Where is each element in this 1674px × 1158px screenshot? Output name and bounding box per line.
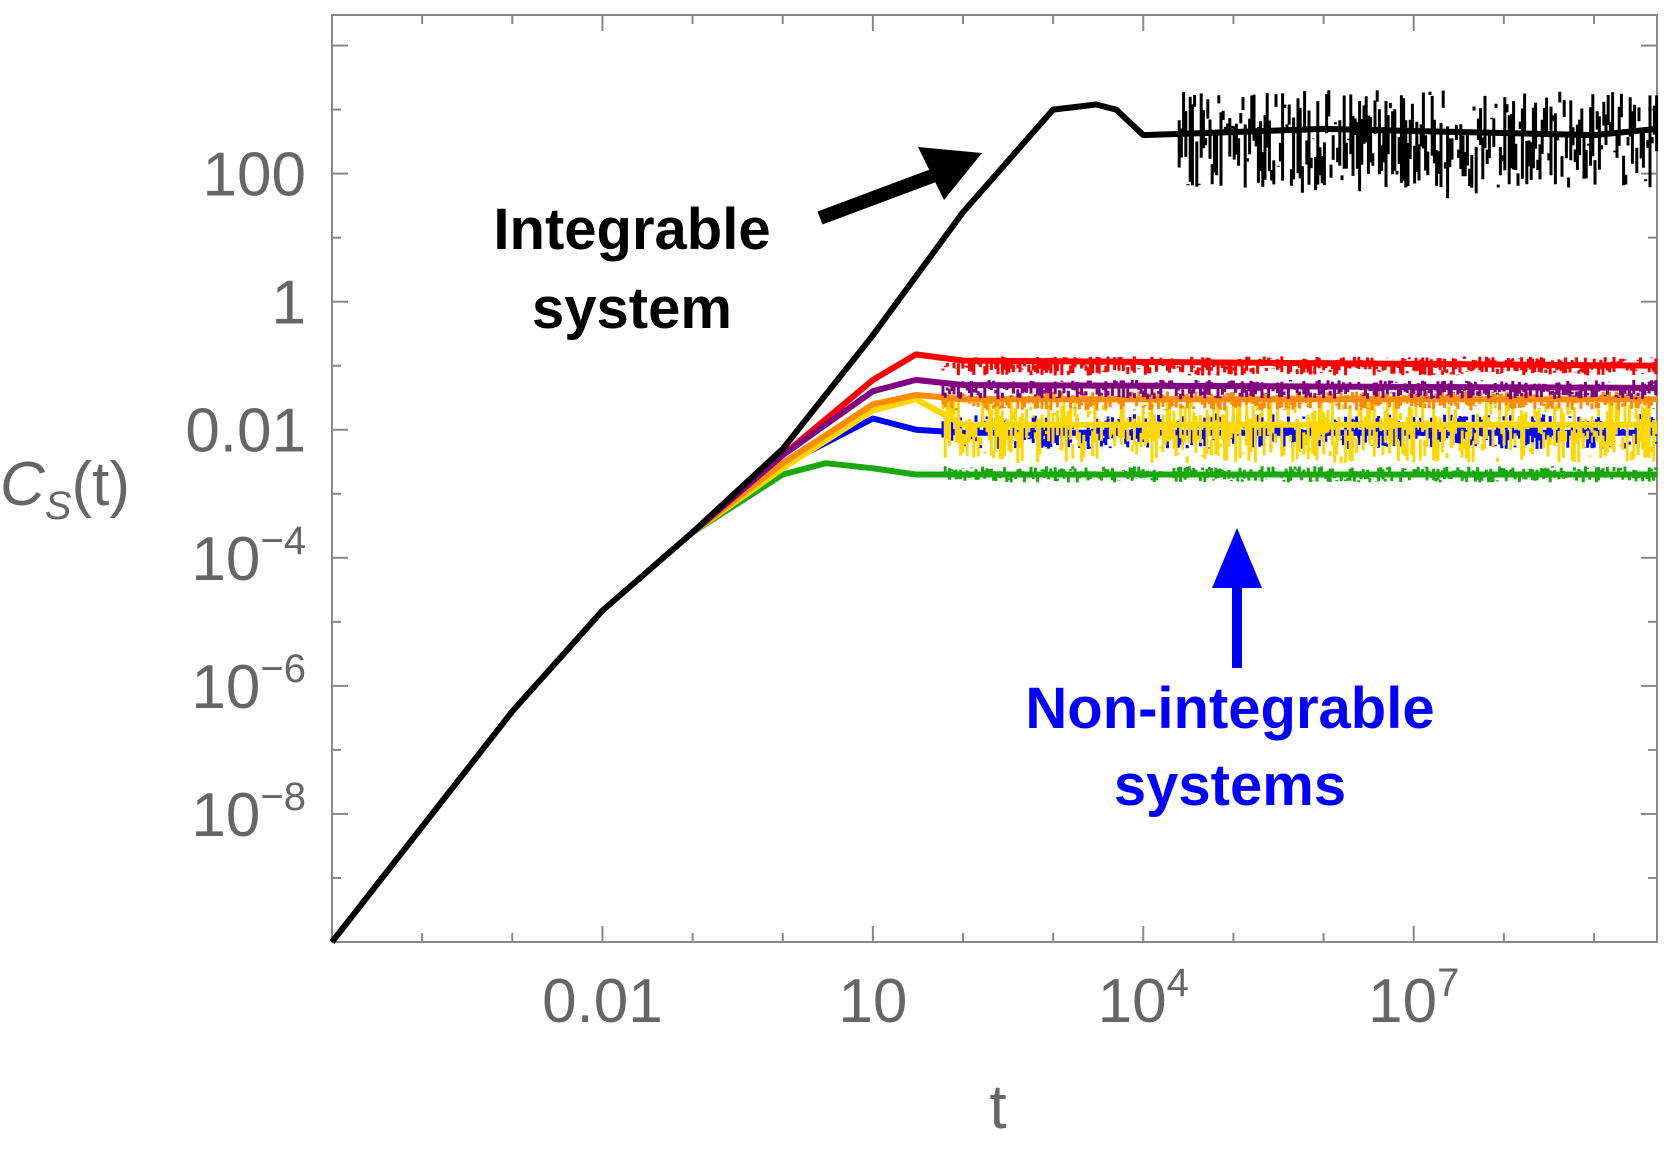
- annotation-non-integrable-line1: Non-integrable: [1025, 676, 1434, 741]
- annotation-non-integrable: Non-integrable systems: [1025, 528, 1435, 818]
- arrow-integrable-head: [918, 147, 982, 200]
- y-tick-label: 0.01: [185, 397, 306, 466]
- annotation-non-integrable-line2: systems: [1114, 753, 1346, 818]
- y-tick-label: 100: [203, 141, 306, 210]
- series-noise: [941, 380, 1658, 400]
- y-axis-label-sub: S: [45, 484, 72, 528]
- y-axis-label-main: C: [0, 450, 46, 519]
- annotation-integrable-line1: Integrable: [493, 197, 770, 262]
- annotation-integrable-line2: system: [532, 276, 732, 341]
- series-noise: [941, 399, 1658, 464]
- y-axis-label-tail: (t): [71, 450, 130, 519]
- y-tick-label: 1: [272, 269, 306, 338]
- y-axis-label: CS(t): [0, 450, 130, 528]
- arrow-non-integrable-head: [1212, 528, 1262, 588]
- annotation-integrable: Integrable system: [493, 147, 982, 341]
- y-tick-label: 10−6: [191, 647, 306, 722]
- x-axis-label: t: [989, 1073, 1006, 1142]
- arrow-integrable-shaft: [817, 168, 938, 225]
- series-line: [690, 460, 1657, 535]
- series-noise: [941, 356, 1658, 376]
- y-tick-label: 10−8: [191, 775, 306, 850]
- series-noise: [1177, 90, 1659, 199]
- tick-labels: 0.01 10 104 107 100 1 0.01 10−4 10−6 10−8: [185, 141, 1459, 1036]
- x-tick-label: 107: [1368, 961, 1459, 1036]
- series-noise: [941, 466, 1658, 483]
- x-tick-label: 10: [838, 967, 907, 1036]
- series-4: [690, 391, 1657, 535]
- series-2: [690, 376, 1658, 535]
- series-layer: [329, 90, 1659, 944]
- tick-marks: [332, 15, 1657, 942]
- y-tick-label: 10−4: [191, 519, 306, 594]
- series-0: [329, 90, 1659, 944]
- series-6: [690, 460, 1658, 535]
- x-tick-label: 104: [1098, 961, 1189, 1036]
- x-tick-label: 0.01: [542, 967, 663, 1036]
- series-3: [690, 396, 1658, 535]
